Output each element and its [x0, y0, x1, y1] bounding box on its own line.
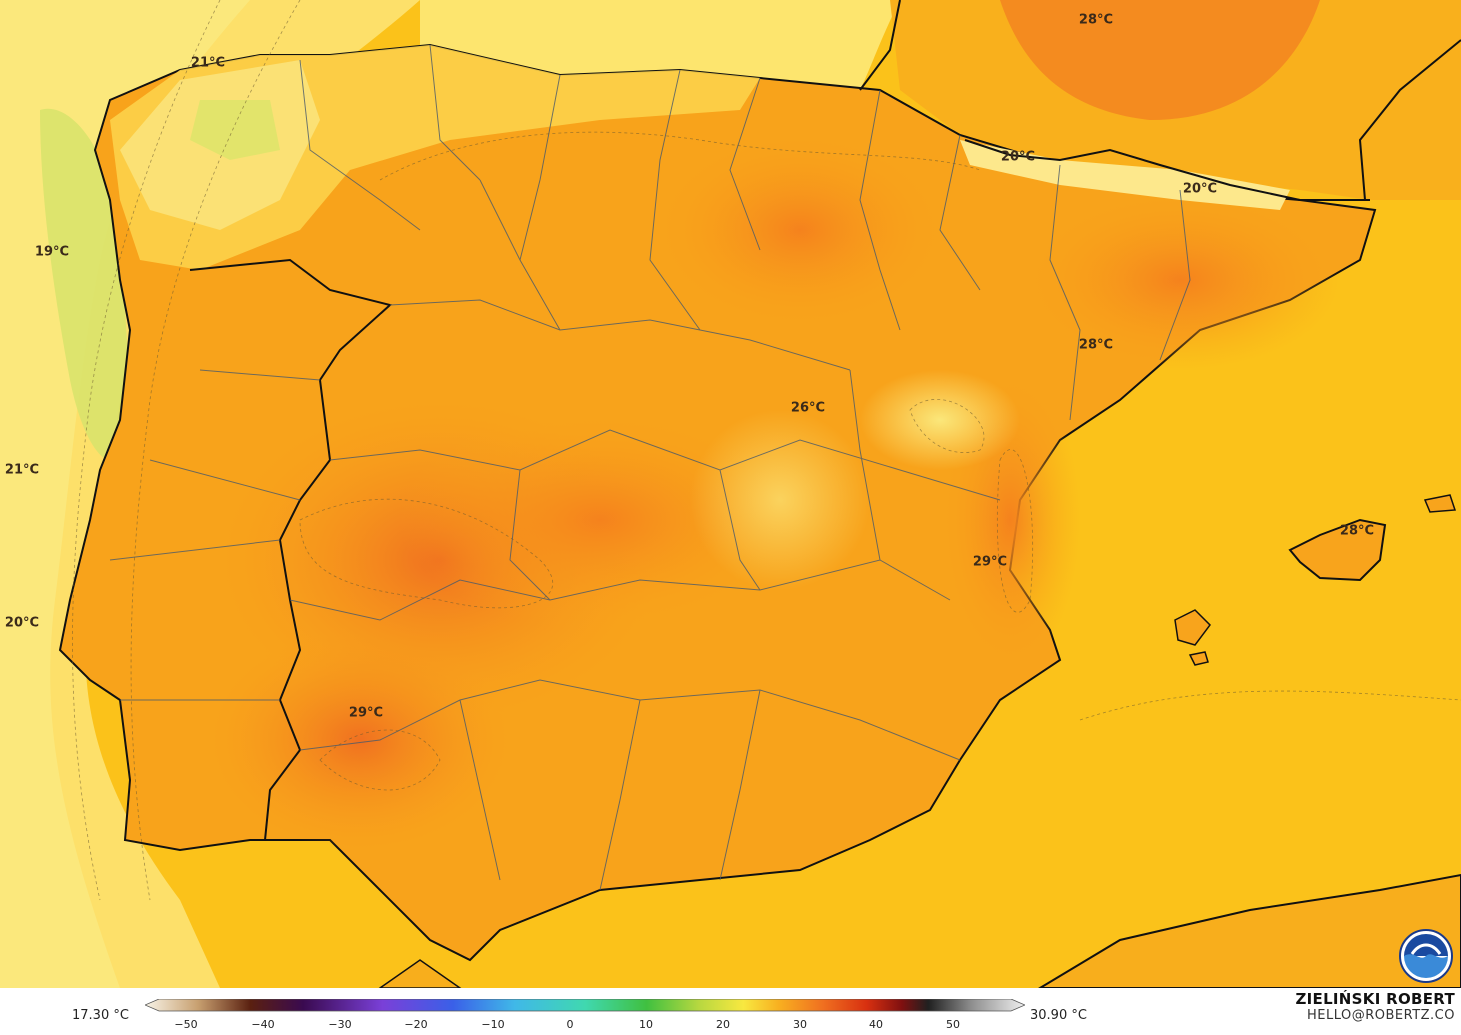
temp-label-pyrenees-east: 20°C [1182, 181, 1218, 197]
legend-min-value: 17.30 °C [72, 1008, 129, 1023]
map-canvas [0, 0, 1461, 988]
legend-max-value: 30.90 °C [1030, 1008, 1087, 1023]
tick-label: −50 [174, 1018, 198, 1031]
tick-label: 40 [869, 1018, 883, 1031]
ebro-hot-zone [650, 130, 950, 330]
author-name: ZIELIŃSKI ROBERT [1295, 990, 1455, 1008]
cuenca-cool-zone [690, 410, 870, 590]
tick-label: 10 [639, 1018, 653, 1031]
temp-label-valencia: 29°C [972, 554, 1008, 570]
tick-label: −20 [404, 1018, 428, 1031]
temp-label-atlantic-south: 20°C [4, 615, 40, 631]
temp-label-atlantic-north: 19°C [34, 244, 70, 260]
france-coast [859, 0, 901, 91]
tick-label: −40 [251, 1018, 275, 1031]
coastal-cool-zone [40, 108, 128, 462]
legend-bar: 17.30 °C [0, 988, 1461, 1035]
author-credit: ZIELIŃSKI ROBERT HELLO@ROBERTZ.CO [1295, 990, 1455, 1023]
tick-label: −10 [481, 1018, 505, 1031]
tick-label: 0 [566, 1018, 574, 1031]
tick-label: 30 [793, 1018, 807, 1031]
gulf-of-lion-coast [1358, 39, 1461, 201]
temp-label-andalusia: 29°C [348, 705, 384, 721]
tick-label: −30 [328, 1018, 352, 1031]
author-email: HELLO@ROBERTZ.CO [1306, 1008, 1455, 1023]
galicia-green-zone [190, 100, 280, 160]
temp-label-france: 28°C [1078, 12, 1114, 28]
north-africa-coast [1038, 873, 1461, 988]
menorca-island [1423, 494, 1457, 513]
teruel-cool-zone [860, 370, 1020, 470]
temp-label-catalonia: 28°C [1078, 337, 1114, 353]
noaa-logo-icon [1398, 928, 1454, 984]
morocco-tip [378, 959, 462, 988]
tick-label: 20 [716, 1018, 730, 1031]
guadalquivir-hot-zone [210, 630, 510, 850]
france-hot-zone [1000, 0, 1320, 120]
france-border [964, 139, 1370, 201]
color-scale [145, 999, 1025, 1012]
contour-lines [72, 0, 1461, 901]
temp-label-pyrenees-west: 20°C [1000, 149, 1036, 165]
temp-label-center: 26°C [790, 400, 826, 416]
ibiza-island [1174, 609, 1211, 646]
tick-label: 50 [946, 1018, 960, 1031]
temp-label-galicia: 21°C [190, 55, 226, 71]
formentera-island [1188, 651, 1209, 666]
temp-label-balearic: 28°C [1339, 523, 1375, 539]
biscay-zone [420, 0, 900, 90]
province-borders [109, 44, 1191, 891]
catalonia-hot-zone [1020, 190, 1340, 370]
temperature-map: 21°C 19°C 21°C 20°C 28°C 20°C 20°C 28°C … [0, 0, 1461, 988]
mallorca-island [1288, 518, 1387, 582]
temp-label-atlantic-mid: 21°C [4, 462, 40, 478]
